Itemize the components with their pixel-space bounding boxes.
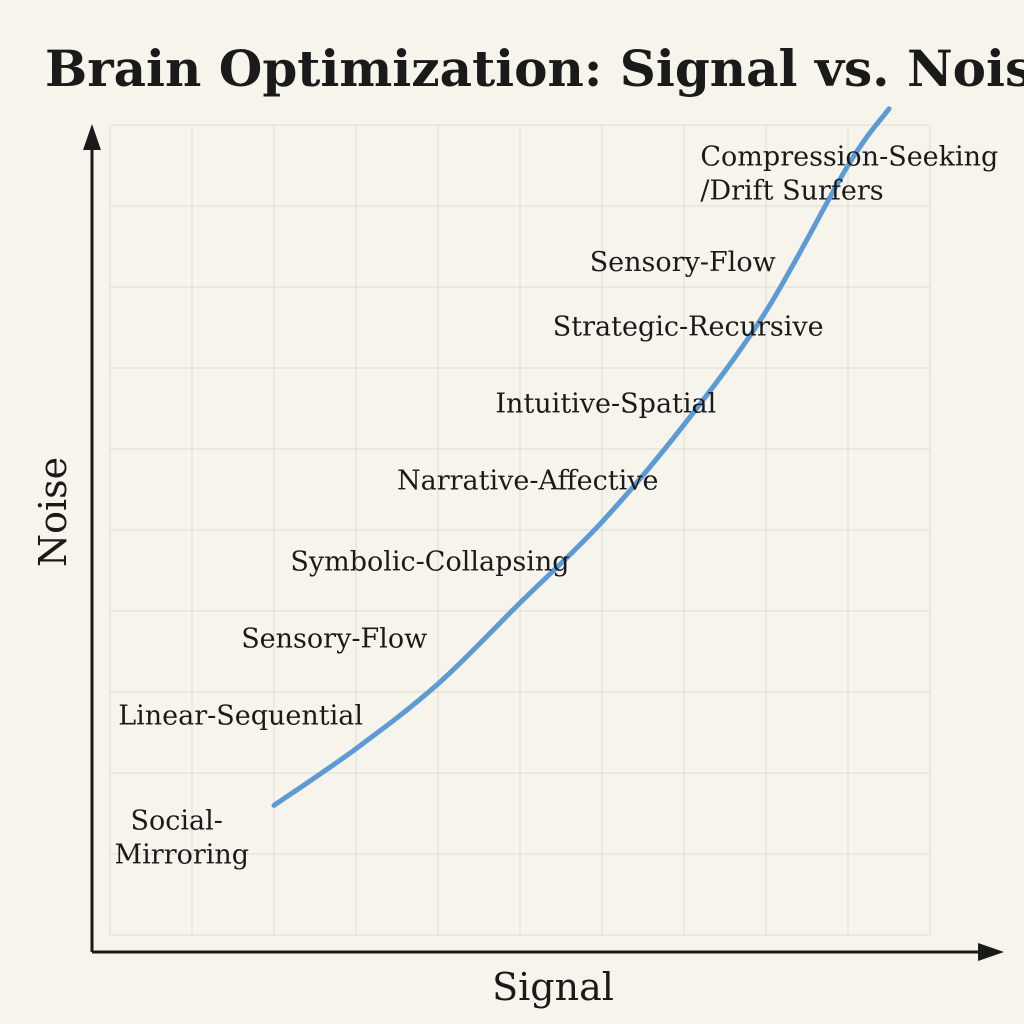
y-axis-label: Noise [31,457,75,567]
annotation-label: Intuitive-Spatial [495,389,716,420]
annotation-label: Compression-Seeking/Drift Surfers [700,142,998,207]
annotations: Social-Mirroring Linear-Sequential Sensory… [115,142,999,871]
annotation-line: /Drift Surfers [700,176,883,207]
y-axis-arrow [83,124,101,150]
annotation-line: Mirroring [115,840,250,871]
annotation-label: Sensory-Flow [590,247,776,278]
annotation-label: Symbolic-Collapsing [290,547,569,578]
annotation-label: Social-Mirroring [115,806,250,871]
grid [109,124,931,936]
annotation-line: Strategic-Recursive [553,312,824,343]
annotation-line: Narrative-Affective [397,466,659,497]
annotation-line: Sensory-Flow [590,247,776,278]
x-axis-label: Signal [492,965,614,1009]
chart-title: Brain Optimization: Signal vs. Noise [45,39,1024,98]
annotation-line: Linear-Sequential [118,700,363,731]
annotation-line: Social- [131,806,223,837]
annotation-label: Sensory-Flow [241,623,427,654]
annotation-label: Strategic-Recursive [553,312,824,343]
annotation-line: Intuitive-Spatial [495,389,716,420]
series [271,106,892,808]
annotation-label: Narrative-Affective [397,466,659,497]
annotation-label: Linear-Sequential [118,700,363,731]
annotation-line: Compression-Seeking [700,142,998,173]
axes [83,124,1004,961]
annotation-line: Symbolic-Collapsing [290,547,569,578]
x-axis-arrow [978,943,1004,961]
annotation-line: Sensory-Flow [241,623,427,654]
series-line [271,106,892,808]
